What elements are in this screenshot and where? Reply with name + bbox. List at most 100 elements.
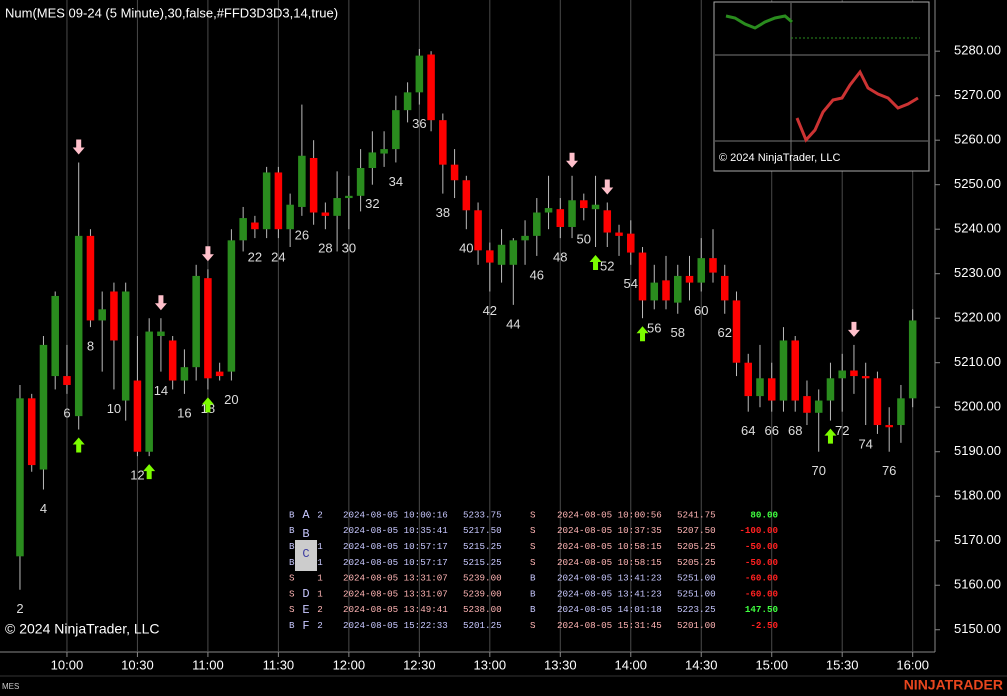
candle-body	[603, 210, 612, 233]
x-tick-label: 15:30	[826, 657, 859, 672]
trade-entry-time: 2024-08-05 10:00:16	[343, 509, 448, 520]
trade-exit-price: 5201.00	[677, 620, 716, 631]
candle-body	[380, 149, 388, 154]
candle-body	[392, 110, 400, 150]
candle-body	[298, 155, 306, 207]
candle-body	[356, 168, 365, 196]
candle-body	[873, 378, 882, 426]
candle-body	[779, 340, 788, 401]
y-tick-label: 5210.00	[954, 354, 1001, 369]
bar-number: 62	[718, 325, 732, 340]
trade-side: B	[289, 557, 295, 568]
plot: 2468101214161820222426283032343638404244…	[16, 48, 917, 616]
trade-entry-time: 2024-08-05 10:35:41	[343, 525, 448, 536]
inset-frame	[713, 1, 930, 172]
bar-number: 20	[224, 392, 238, 407]
buy-arrow	[143, 464, 156, 480]
candle-body	[439, 120, 447, 165]
trade-qty: 1	[317, 588, 323, 599]
bar-number: 68	[788, 423, 802, 438]
trade-exit-side: S	[530, 541, 536, 552]
trade-exit-side: S	[530, 525, 536, 536]
trade-pnl: -50.00	[745, 541, 778, 552]
inset-chart: © 2024 NinjaTrader, LLC	[713, 1, 930, 172]
bar-number: 48	[553, 250, 567, 265]
trade-exit-time: 2024-08-05 10:58:15	[557, 541, 662, 552]
y-tick-label: 5180.00	[954, 488, 1001, 503]
candle-body	[262, 172, 271, 230]
trade-qty: 2	[317, 620, 323, 631]
bar-number: 76	[882, 463, 896, 478]
x-tick-label: 12:30	[403, 657, 436, 672]
trade-exit-time: 2024-08-05 13:41:23	[557, 588, 662, 599]
bar-number: 34	[389, 174, 403, 189]
buy-arrow	[72, 437, 85, 453]
trade-qty: 1	[317, 573, 323, 584]
candle-body	[732, 300, 741, 363]
candle-body	[168, 340, 177, 381]
candle-body	[767, 378, 776, 401]
trade-entry-price: 5239.00	[463, 573, 502, 584]
trade-letter: E	[302, 603, 309, 617]
trade-qty: 2	[317, 604, 323, 615]
candle-body	[450, 164, 459, 181]
candle-body	[885, 425, 893, 428]
candle-body	[544, 208, 553, 213]
trade-pnl: 80.00	[750, 509, 778, 520]
candle-body	[521, 235, 529, 241]
trade-exit-side: B	[530, 588, 536, 599]
bar-number: 60	[694, 303, 708, 318]
trade-pnl: -100.00	[739, 525, 778, 536]
candle-body	[121, 291, 130, 401]
trade-pnl: 147.50	[745, 604, 778, 615]
bar-number: 54	[624, 276, 638, 291]
candle-body	[638, 252, 647, 301]
candle-body	[720, 275, 729, 301]
candle-body	[110, 291, 118, 341]
candle-body	[227, 240, 236, 372]
bar-number: 32	[365, 196, 379, 211]
y-tick-label: 5270.00	[954, 87, 1001, 102]
trade-exit-time: 2024-08-05 10:00:56	[557, 509, 662, 520]
candle-body	[16, 398, 24, 557]
y-tick-label: 5170.00	[954, 532, 1001, 547]
x-tick-label: 15:00	[755, 657, 788, 672]
trade-pnl: -2.50	[750, 620, 778, 631]
candle-body	[486, 250, 494, 263]
trade-side: B	[289, 620, 295, 631]
trade-exit-side: B	[530, 573, 536, 584]
candle-body	[192, 275, 200, 368]
bar-number: 44	[506, 316, 520, 331]
candle-body	[497, 244, 506, 265]
candle-body	[145, 331, 153, 452]
bar-number: 72	[835, 423, 849, 438]
bar-number: 50	[577, 232, 591, 247]
trade-letter: D	[302, 587, 309, 601]
candle-body	[51, 295, 59, 377]
candle-body	[650, 282, 659, 301]
trade-side: B	[289, 509, 295, 520]
candle-body	[215, 371, 224, 377]
candle-body	[673, 275, 682, 303]
candle-body	[568, 200, 576, 227]
candle-body	[368, 152, 377, 169]
trade-exit-time: 2024-08-05 14:01:18	[557, 604, 662, 615]
y-tick-label: 5220.00	[954, 310, 1001, 325]
x-tick-label: 11:00	[192, 657, 224, 672]
x-tick-label: 11:30	[263, 657, 295, 672]
buy-arrow	[201, 397, 214, 413]
sell-arrow	[566, 152, 579, 168]
x-tick-label: 13:00	[474, 657, 507, 672]
highlight-box	[295, 540, 317, 571]
bar-number: 36	[412, 116, 426, 131]
candle-body	[133, 380, 142, 452]
bar-number: 64	[741, 423, 755, 438]
trade-exit-price: 5205.25	[677, 557, 716, 568]
y-tick-label: 5200.00	[954, 399, 1001, 414]
trade-exit-time: 2024-08-05 10:37:35	[557, 525, 662, 536]
bar-number: 38	[436, 205, 450, 220]
trade-exit-time: 2024-08-05 10:58:15	[557, 557, 662, 568]
candle-body	[157, 331, 165, 337]
bar-number: 2	[16, 601, 23, 616]
candle-body	[662, 280, 670, 301]
